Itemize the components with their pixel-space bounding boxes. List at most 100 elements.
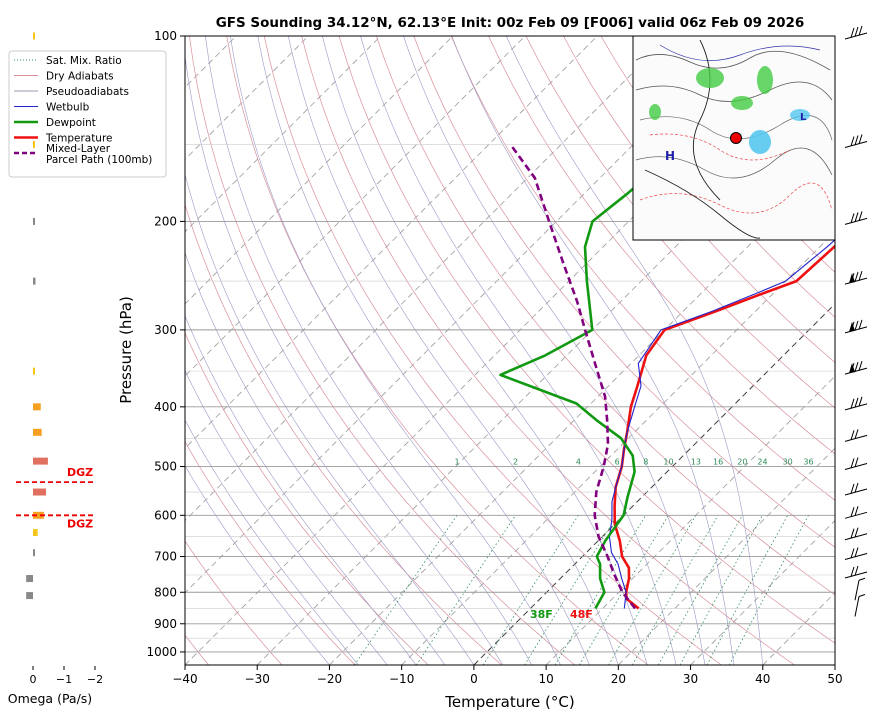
mixing-ratio-line xyxy=(416,515,516,665)
mixing-ratio-label: 24 xyxy=(757,458,767,467)
y-tick-label: 900 xyxy=(154,617,177,631)
inset-map: H L xyxy=(632,35,836,241)
wind-barb xyxy=(854,577,866,601)
omega-bar xyxy=(26,592,33,600)
background-lines xyxy=(185,36,835,665)
legend: Sat. Mix. Ratio Dry Adiabats Pseudoadiabat… xyxy=(8,50,167,178)
y-tick-label: 1000 xyxy=(146,645,177,659)
wind-barb xyxy=(844,319,868,334)
mixing-ratio-label: 2 xyxy=(513,458,518,467)
series-wetbulb xyxy=(608,239,835,609)
dry-adiabat xyxy=(600,36,835,318)
surface-labels: 38F 48F xyxy=(530,608,593,621)
wind-barb xyxy=(844,396,868,411)
omega-tick-label: 0 xyxy=(30,673,37,686)
chart-title: GFS Sounding 34.12°N, 62.13°E Init: 00z … xyxy=(216,15,805,31)
x-tick-label: −10 xyxy=(389,672,414,686)
pseudoadiabat xyxy=(185,315,417,665)
y-tick-label: 600 xyxy=(154,508,177,522)
omega-bar xyxy=(33,549,35,557)
wind-barb xyxy=(844,547,868,561)
pseudoadiabat xyxy=(230,36,561,665)
legend-label: Parcel Path (100mb) xyxy=(46,154,152,166)
dry-adiabat xyxy=(525,36,835,409)
x-axis-label: Temperature (°C) xyxy=(444,693,574,711)
wind-barb xyxy=(844,482,868,496)
wind-barb xyxy=(844,360,868,375)
pseudoadiabat xyxy=(360,36,677,665)
omega-tick-label: −2 xyxy=(87,673,103,686)
x-axis-ticks: −40 −30 −20 −10 0 10 20 30 40 50 xyxy=(172,665,843,686)
mixing-ratio-line xyxy=(728,515,809,665)
dry-adiabat xyxy=(185,540,283,665)
svg-text:H: H xyxy=(665,149,675,163)
mixing-ratio-label: 16 xyxy=(713,458,723,467)
dry-adiabat xyxy=(413,36,835,548)
y-axis-ticks: 100 200 300 400 500 600 700 800 900 1000 xyxy=(146,29,185,659)
series-temperature xyxy=(613,244,835,610)
pseudoadiabat xyxy=(205,36,532,665)
dry-adiabat xyxy=(450,36,835,501)
x-tick-label: 40 xyxy=(755,672,770,686)
y-tick-label: 700 xyxy=(154,550,177,564)
omega-bar xyxy=(33,367,35,375)
omega-bar xyxy=(33,140,35,148)
legend-label: Wetbulb xyxy=(46,102,90,114)
dry-adiabat xyxy=(376,36,835,596)
omega-tick-label: −1 xyxy=(56,673,72,686)
legend-label: Dewpoint xyxy=(46,117,96,129)
dry-adiabat xyxy=(189,36,576,665)
pseudoadiabat xyxy=(257,36,590,665)
wind-barb xyxy=(844,527,868,541)
y-tick-label: 400 xyxy=(154,400,177,414)
pseudoadiabat xyxy=(185,173,475,665)
y-tick-label: 100 xyxy=(154,29,177,43)
mixing-ratio-label: 30 xyxy=(783,458,793,467)
dry-adiabat xyxy=(185,440,356,665)
mixing-ratio-line xyxy=(679,515,763,665)
series-mixed-layer-parcel-path-100mb- xyxy=(509,143,637,610)
isotherm xyxy=(185,36,454,305)
dgz-label: DGZ xyxy=(67,517,93,530)
isotherm xyxy=(185,36,381,233)
wind-barb xyxy=(844,429,868,442)
omega-bar xyxy=(33,217,35,225)
omega-bar xyxy=(33,488,47,496)
legend-label: Mixed-Layer xyxy=(46,143,111,155)
x-tick-label: −20 xyxy=(317,672,342,686)
pseudoadiabat xyxy=(288,36,619,665)
isotherm xyxy=(185,36,309,161)
legend-label: Sat. Mix. Ratio xyxy=(46,55,122,67)
legend-label: Dry Adiabats xyxy=(46,71,114,83)
sounding-series xyxy=(499,36,835,610)
pseudoadiabat xyxy=(506,36,764,665)
mixing-ratio-line xyxy=(706,515,789,665)
mixing-ratio-line xyxy=(579,515,669,665)
wind-barbs xyxy=(844,25,868,617)
mixing-ratio-line xyxy=(631,515,719,665)
x-tick-label: 20 xyxy=(611,672,626,686)
omega-bar xyxy=(33,277,36,285)
x-tick-label: 10 xyxy=(538,672,553,686)
mixing-ratio-label: 1 xyxy=(455,458,460,467)
dgz-label: DGZ xyxy=(67,466,93,479)
pseudoadiabat xyxy=(185,464,330,665)
x-tick-label: −40 xyxy=(172,672,197,686)
y-tick-label: 500 xyxy=(154,460,177,474)
mixing-ratio-label: 8 xyxy=(643,458,648,467)
series-dewpoint xyxy=(499,36,797,610)
wind-barb xyxy=(844,506,868,519)
isotherm xyxy=(185,36,670,522)
mixing-ratio-label: 6 xyxy=(615,458,620,467)
wind-barb xyxy=(854,593,866,617)
y-tick-label: 800 xyxy=(154,585,177,599)
pseudoadiabat xyxy=(451,36,735,665)
x-tick-label: 50 xyxy=(827,672,842,686)
legend-label: Pseudoadiabats xyxy=(46,86,129,98)
mixing-ratio-label: 4 xyxy=(576,458,581,467)
x-tick-label: 0 xyxy=(470,672,478,686)
omega-bar xyxy=(33,428,42,436)
omega-bar xyxy=(33,32,35,40)
wind-barb xyxy=(844,25,868,40)
omega-bar xyxy=(33,457,48,465)
